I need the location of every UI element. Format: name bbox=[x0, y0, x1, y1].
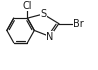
Text: S: S bbox=[40, 9, 46, 19]
Text: N: N bbox=[46, 32, 54, 42]
Text: Br: Br bbox=[73, 19, 84, 29]
Text: Cl: Cl bbox=[23, 1, 32, 11]
